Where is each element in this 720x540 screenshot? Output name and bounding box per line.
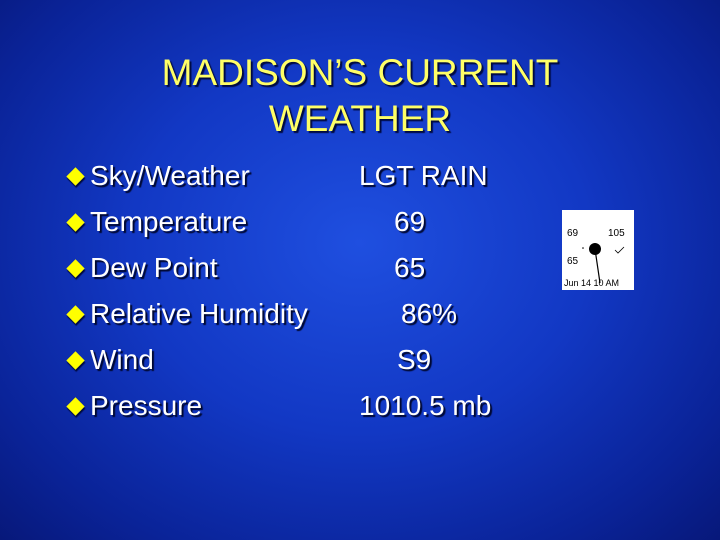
item-value: 86%: [401, 298, 458, 329]
item-value: 69: [394, 206, 426, 237]
station-dew-point: 65: [567, 256, 579, 267]
diamond-bullet-icon: [66, 396, 85, 416]
station-timestamp: Jun 14 10 AM: [564, 278, 620, 288]
station-pressure: 105: [608, 228, 625, 239]
diamond-bullet-icon: [66, 212, 85, 232]
item-label: Wind: [90, 344, 154, 375]
item-label: Sky/Weather: [90, 160, 250, 191]
item-value: 1010.5 mb: [359, 390, 492, 421]
item-label: Pressure: [90, 390, 203, 421]
station-model-plot: 69 105 65 Jun 14 10 AM: [562, 210, 634, 290]
diamond-bullet-icon: [66, 350, 85, 370]
list-item: Dew Point: [66, 252, 218, 292]
item-label: Temperature: [90, 206, 248, 237]
item-value: S9: [397, 344, 432, 375]
station-symbol-icon: [582, 243, 625, 284]
item-value: LGT RAIN: [359, 160, 488, 191]
title-line-2: WEATHER: [268, 98, 452, 139]
item-label: Dew Point: [90, 252, 218, 283]
list-item: Pressure: [66, 390, 202, 430]
diamond-bullet-icon: [66, 304, 85, 324]
diamond-bullet-icon: [66, 258, 85, 278]
list-item: Relative Humidity: [66, 298, 308, 338]
item-value: 65: [394, 252, 426, 283]
station-temperature: 69: [567, 228, 579, 239]
list-item: Temperature: [66, 206, 247, 246]
item-label: Relative Humidity: [90, 298, 308, 329]
list-item: Sky/Weather: [66, 160, 250, 200]
title-line-1: MADISON’S CURRENT: [161, 52, 559, 93]
list-item: Wind: [66, 344, 154, 384]
diamond-bullet-icon: [66, 166, 85, 186]
slide-title: MADISON’S CURRENT WEATHER: [0, 50, 720, 142]
